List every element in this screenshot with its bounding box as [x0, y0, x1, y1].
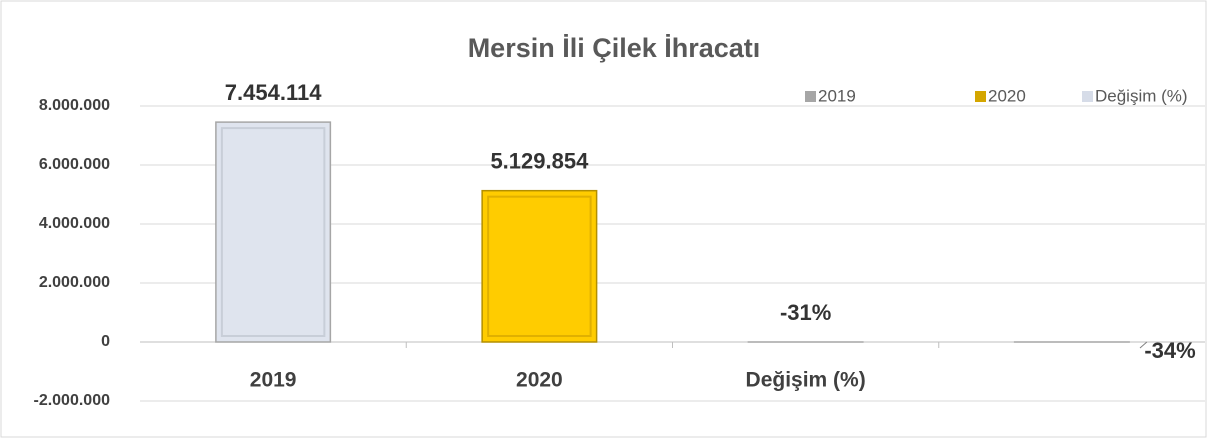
- value-label: -31%: [780, 300, 831, 325]
- legend-marker: [1082, 91, 1093, 102]
- legend-marker: [805, 91, 816, 102]
- bar: [481, 189, 598, 343]
- value-label: 5.129.854: [490, 148, 589, 173]
- value-label: 7.454.114: [225, 80, 322, 105]
- y-tick-label: -2.000.000: [33, 392, 110, 409]
- bar-bevel: [487, 195, 592, 337]
- y-tick-label: 6.000.000: [39, 156, 110, 173]
- legend-marker: [975, 91, 986, 102]
- x-tick-label: 2020: [516, 369, 563, 392]
- y-tick-label: 4.000.000: [39, 215, 110, 232]
- bar: [215, 121, 332, 343]
- y-tick-label: 2.000.000: [39, 274, 110, 291]
- legend-label: 2019: [818, 86, 856, 105]
- bar-bevel: [220, 127, 326, 337]
- chart-title: Mersin İli Çilek İhracatı: [468, 33, 761, 63]
- value-label: -34%: [1144, 338, 1195, 363]
- legend-label: Değişim (%): [1095, 86, 1188, 105]
- x-tick-label: 2019: [250, 369, 297, 392]
- legend-label: 2020: [988, 86, 1026, 105]
- y-tick-label: 8.000.000: [39, 97, 110, 114]
- x-tick-label: Değişim (%): [746, 369, 866, 392]
- leader-line: [1139, 341, 1148, 349]
- y-tick-label: 0: [101, 333, 110, 350]
